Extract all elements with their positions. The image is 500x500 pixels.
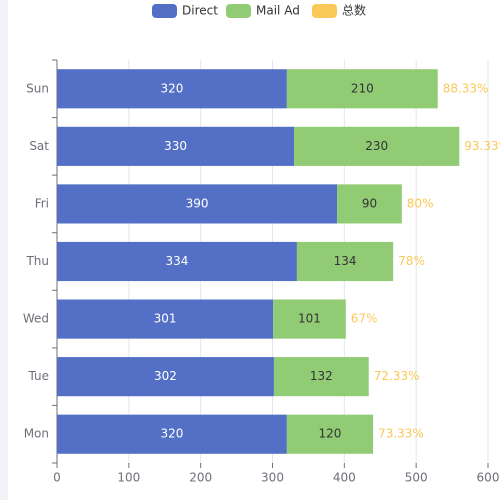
data-label: 73.33% xyxy=(378,427,424,441)
x-tick-label: 100 xyxy=(117,471,140,485)
data-label: 93.33% xyxy=(464,139,500,153)
bar xyxy=(286,69,438,109)
y-tick-label: Fri xyxy=(35,196,49,210)
x-tick-label: 500 xyxy=(405,471,428,485)
data-label: 330 xyxy=(164,139,187,153)
bar xyxy=(296,241,394,282)
legend-swatch xyxy=(152,4,177,18)
x-tick-label: 400 xyxy=(333,471,356,485)
data-label: 390 xyxy=(186,196,209,210)
y-tick-label: Tue xyxy=(28,369,50,383)
legend-swatch xyxy=(312,4,337,18)
bar xyxy=(57,357,274,397)
bar xyxy=(337,184,402,224)
legend-label: Direct xyxy=(182,4,218,18)
data-label: 101 xyxy=(298,312,321,326)
data-label: 72.33% xyxy=(374,369,420,383)
data-label: 210 xyxy=(351,81,374,95)
bar xyxy=(57,184,338,224)
bar xyxy=(273,357,369,397)
x-tick-label: 300 xyxy=(261,471,284,485)
legend-label: Mail Ad xyxy=(256,4,300,18)
data-label: 301 xyxy=(154,312,177,326)
bar xyxy=(57,69,287,109)
legend-label: 总数 xyxy=(342,3,366,18)
data-label: 88.33% xyxy=(443,81,489,95)
data-label: 334 xyxy=(166,254,189,268)
bar xyxy=(57,299,274,339)
side-strip xyxy=(0,0,8,500)
y-tick-label: Sat xyxy=(29,139,49,153)
bar xyxy=(57,241,297,282)
bar xyxy=(57,414,287,454)
bar xyxy=(286,414,374,454)
bar xyxy=(273,299,346,339)
y-tick-label: Sun xyxy=(26,81,49,95)
data-label: 134 xyxy=(334,254,357,268)
bar xyxy=(57,126,295,166)
data-label: 132 xyxy=(310,369,333,383)
data-label: 320 xyxy=(160,427,183,441)
data-label: 78% xyxy=(398,254,425,268)
x-tick-label: 0 xyxy=(53,471,61,485)
x-tick-label: 600 xyxy=(477,471,500,485)
data-label: 302 xyxy=(154,369,177,383)
y-tick-label: Thu xyxy=(25,254,49,268)
bar xyxy=(294,126,460,166)
data-label: 120 xyxy=(319,427,342,441)
data-label: 320 xyxy=(160,81,183,95)
data-label: 67% xyxy=(351,312,378,326)
y-tick-label: Mon xyxy=(24,427,49,441)
data-label: 90 xyxy=(362,196,377,210)
y-tick-label: Wed xyxy=(23,312,49,326)
data-label: 230 xyxy=(365,139,388,153)
x-tick-label: 200 xyxy=(189,471,212,485)
legend-swatch xyxy=(226,4,251,18)
data-label: 80% xyxy=(407,196,434,210)
